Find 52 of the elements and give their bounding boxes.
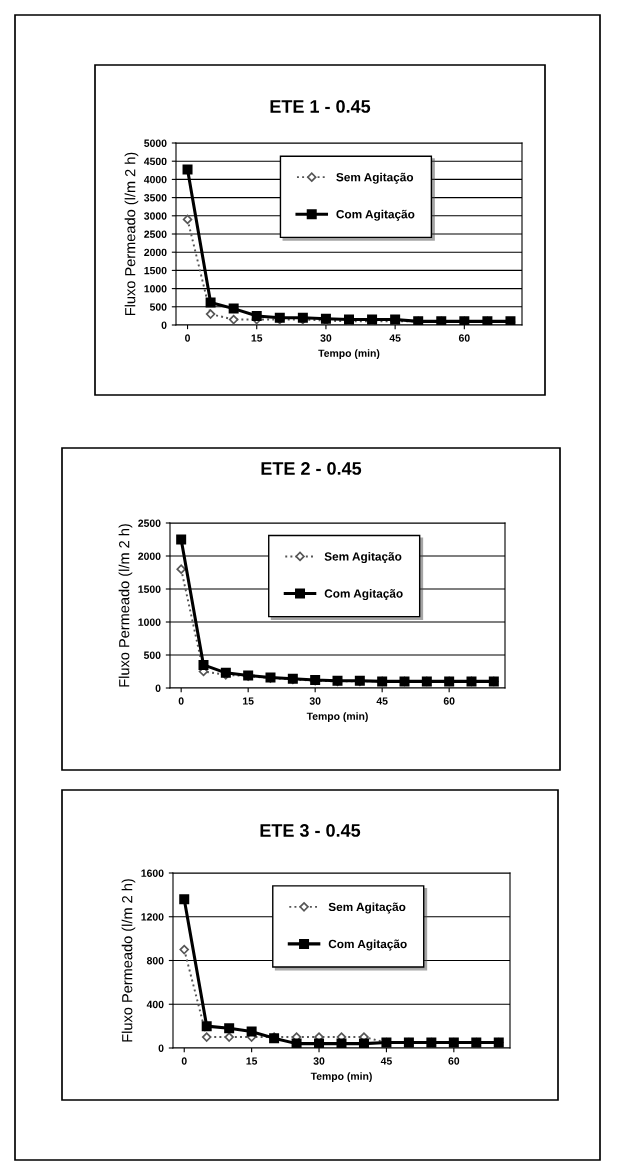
x-tick-label: 45 <box>389 334 401 342</box>
x-tick-label: 30 <box>309 697 321 705</box>
y-tick-label: 3000 <box>144 212 167 220</box>
chart-title: ETE 3 - 0.45 <box>260 824 361 837</box>
y-tick-label: 500 <box>143 651 161 659</box>
x-axis-title: Tempo (min) <box>318 349 380 359</box>
legend-label: Com Agitação <box>328 939 407 951</box>
x-tick-label: 60 <box>443 697 455 705</box>
y-tick-label: 5000 <box>144 139 167 147</box>
x-axis-title: Tempo (min) <box>310 1072 372 1082</box>
y-tick-label: 1000 <box>144 285 167 293</box>
y-tick-label: 400 <box>146 1000 164 1009</box>
y-axis-title: Fluxo Permeado (l/m 2 h) <box>124 152 139 316</box>
x-tick-label: 0 <box>181 1057 187 1065</box>
x-tick-label: 45 <box>380 1057 392 1065</box>
y-tick-label: 2000 <box>144 248 167 257</box>
y-tick-label: 1600 <box>141 869 164 877</box>
chart-title: ETE 2 - 0.45 <box>261 462 362 475</box>
y-tick-label: 4000 <box>143 175 167 184</box>
y-tick-label: 2500 <box>138 519 161 527</box>
x-tick-label: 15 <box>251 334 263 342</box>
y-tick-label: 2500 <box>144 230 167 238</box>
y-tick-label: 1200 <box>141 913 164 921</box>
y-tick-label: 800 <box>146 957 164 965</box>
x-tick-label: 60 <box>448 1057 460 1065</box>
y-axis-title: Fluxo Permeado (l/m 2 h) <box>121 879 136 1042</box>
x-axis-title: Tempo (min) <box>306 712 368 722</box>
x-tick-label: 15 <box>243 697 254 705</box>
y-tick-label: 2000 <box>138 552 161 560</box>
y-tick-label: 0 <box>161 321 167 329</box>
x-tick-label: 30 <box>320 334 332 342</box>
chart-title: ETE 1 - 0.45 <box>270 100 371 113</box>
x-tick-label: 0 <box>185 334 190 342</box>
y-axis-title: Fluxo Permeado (l/m 2 h) <box>118 524 133 687</box>
legend-label: Sem Agitação <box>336 172 414 184</box>
y-tick-label: 1500 <box>138 585 161 593</box>
y-tick-label: 0 <box>155 684 161 692</box>
y-tick-label: 4500 <box>143 157 167 166</box>
y-tick-label: 1000 <box>138 618 161 626</box>
x-tick-label: 45 <box>376 697 388 705</box>
x-tick-label: 30 <box>313 1057 325 1065</box>
y-tick-label: 1500 <box>144 266 167 275</box>
x-tick-label: 0 <box>178 697 184 705</box>
legend-label: Sem Agitação <box>328 902 406 914</box>
x-tick-label: 15 <box>246 1057 258 1065</box>
y-tick-label: 500 <box>149 303 167 311</box>
legend-label: Com Agitação <box>324 589 403 601</box>
legend-label: Sem Agitação <box>324 552 402 564</box>
y-tick-label: 0 <box>158 1044 164 1052</box>
legend-label: Com Agitação <box>336 209 415 221</box>
y-tick-label: 3500 <box>144 194 167 202</box>
x-tick-label: 60 <box>458 334 470 342</box>
